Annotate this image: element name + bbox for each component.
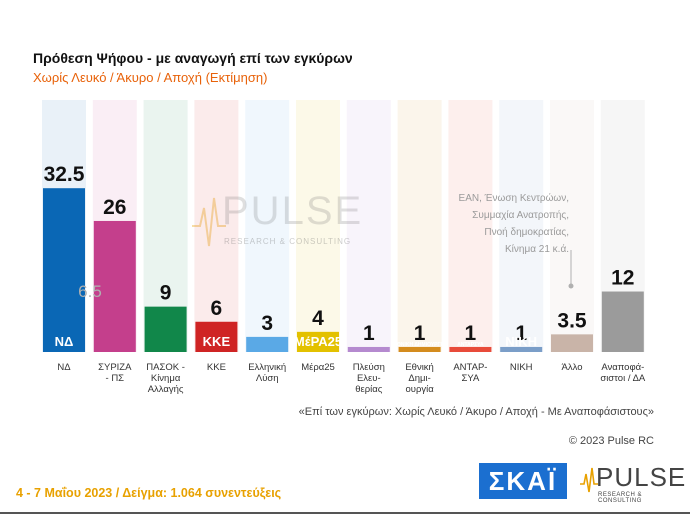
tick-label: Αναποφά- <box>601 362 644 373</box>
data-label: 1 <box>465 322 477 345</box>
tick-label: ΣΥΑ <box>461 373 480 384</box>
tick-label: ΠΑΣΟΚ - <box>146 362 185 373</box>
data-label: 6 <box>211 297 223 320</box>
party-logo: ΝΔ <box>55 334 74 349</box>
footnote: «Επί των εγκύρων: Χωρίς Λευκό / Άκυρο / … <box>298 406 654 418</box>
tick-label: σιστοι / ΔΑ <box>600 373 646 384</box>
data-label: 1 <box>515 322 527 345</box>
tick-label: ΑΝΤΑΡ- <box>453 362 487 373</box>
bar-background <box>397 100 442 352</box>
bar <box>551 334 593 352</box>
party-logo: ΕΘΝΙΚΗ ΔΗΜΙΟΥΡΓΙΑ <box>394 342 446 348</box>
skai-logo: ΣΚΑΪ <box>479 463 567 499</box>
tick-label: Ελευ- <box>357 373 381 384</box>
watermark-wave-icon <box>192 197 226 247</box>
tick-label: Εθνική <box>405 362 434 373</box>
bar <box>43 188 85 352</box>
data-label: 9 <box>160 282 172 305</box>
bar <box>246 336 289 352</box>
data-label: 3 <box>261 312 273 335</box>
other-note-line: ΕΑΝ, Ένωση Κεντρώων, <box>459 192 569 204</box>
tick-label: Ελληνική <box>248 362 286 373</box>
data-label: 1 <box>363 322 375 345</box>
tick-label: Δημι- <box>408 373 430 384</box>
pulse-wave-icon <box>580 467 598 493</box>
tick-label: - ΠΣ <box>106 373 125 384</box>
tick-label: Αλλαγής <box>148 384 184 395</box>
bar <box>500 346 543 352</box>
other-note-line: Κίνημα 21 κ.ά. <box>505 243 569 255</box>
tick-label: Λύση <box>256 373 279 384</box>
pulse-wordmark: PULSE <box>596 462 687 492</box>
pulse-tagline: RESEARCH & CONSULTING <box>598 492 643 504</box>
data-label: 3.5 <box>557 309 587 332</box>
tick-label: Άλλο <box>562 362 583 373</box>
bar <box>144 306 187 352</box>
tick-label: ΚΚΕ <box>207 362 226 373</box>
watermark-word: PULSE <box>222 189 363 233</box>
bar <box>601 291 644 352</box>
survey-info: 4 - 7 Μαΐου 2023 / Δείγμα: 1.064 συνεντε… <box>16 486 282 500</box>
party-logo: ΝΙΚΗ <box>505 334 537 349</box>
bar <box>449 346 492 352</box>
bar <box>93 220 136 352</box>
tick-label: Πλεύση <box>353 362 385 373</box>
data-label: 4 <box>312 307 324 330</box>
watermark-tagline: RESEARCH & CONSULTING <box>224 237 351 246</box>
bar-background <box>296 100 340 352</box>
data-label: 26 <box>103 196 126 219</box>
bar-background <box>550 100 594 352</box>
tick-label: ΝΔ <box>57 362 71 373</box>
bar <box>398 346 441 352</box>
copyright: © 2023 Pulse RC <box>568 435 654 447</box>
pulse-logo: PULSE RESEARCH & CONSULTING <box>580 462 685 504</box>
vote-intention-chart: 32.5 ΝΔ ΝΔ 26 ΣΥΡΙΖΑ- ΠΣ 9 ΠΑΣΟΚ -ΚίνημαΑλλαγή… <box>42 100 646 395</box>
tick-label: ουργία <box>405 384 434 395</box>
tick-label: Μέρα25 <box>301 362 335 373</box>
bar <box>347 346 390 352</box>
other-note-line: Πνοή δημοκρατίας, <box>484 226 569 238</box>
party-logo: ΚΚΕ <box>203 334 231 349</box>
bar <box>297 331 339 352</box>
tick-label: ΣΥΡΙΖΑ <box>98 362 132 373</box>
difference-label: 6.5 <box>78 282 102 301</box>
data-label: 1 <box>414 322 426 345</box>
footer-divider <box>0 512 690 514</box>
bar-background <box>499 100 544 352</box>
chart-subtitle: Χωρίς Λευκό / Άκυρο / Αποχή (Εκτίμηση) <box>33 70 268 85</box>
party-logo: ΜέΡΑ25 <box>294 334 342 349</box>
other-note-marker <box>568 283 574 289</box>
tick-label: Κίνημα <box>151 373 181 384</box>
chart-title: Πρόθεση Ψήφου - με αναγωγή επί των εγκύρ… <box>33 50 353 66</box>
bar-background <box>346 100 391 352</box>
tick-label: ΝΙΚΗ <box>510 362 533 373</box>
bar-background <box>448 100 493 352</box>
tick-label: θερίας <box>355 384 383 395</box>
data-label: 32.5 <box>44 163 85 186</box>
bar <box>195 321 238 352</box>
other-note-line: Συμμαχία Ανατροπής, <box>472 209 569 221</box>
bar-background <box>194 100 239 352</box>
data-label: 12 <box>611 267 634 290</box>
bar-background <box>245 100 290 352</box>
party-logo: ΑΝΤΑΡΣΥΑ <box>457 342 484 348</box>
